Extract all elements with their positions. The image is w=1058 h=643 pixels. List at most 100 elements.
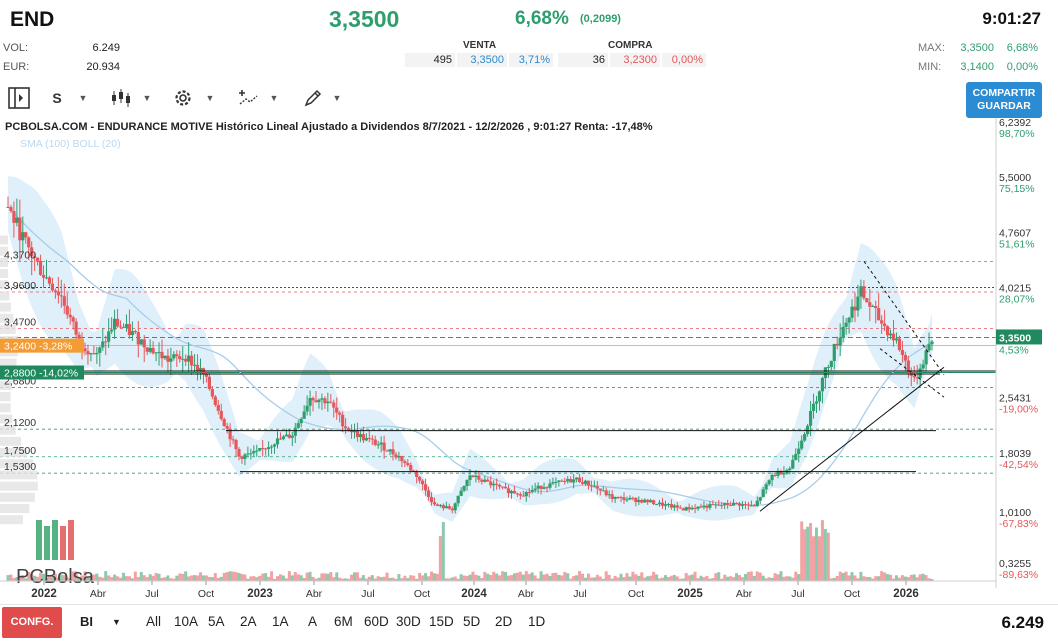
range-button-5a[interactable]: 5A [208,614,225,629]
candle-body [426,490,431,497]
candle-body [308,397,312,406]
right-price-label: 5,5000 [999,172,1031,184]
candle-body [379,442,383,445]
volume-bar [714,573,718,581]
volume-bar [163,577,167,581]
candle-body [275,438,280,445]
share-save-button[interactable]: COMPARTIR GUARDAR [966,82,1042,118]
range-button-15d[interactable]: 15D [429,614,454,629]
candle-body [672,505,676,508]
range-button-2a[interactable]: 2A [240,614,257,629]
volume-bar [56,577,60,581]
volume-bar [154,572,158,581]
candle-body [888,333,893,336]
x-tick-label: Abr [518,588,535,600]
candle-body [335,407,339,413]
range-button-a[interactable]: A [308,614,318,629]
indicator-legend[interactable]: SMA (100) BOLL (20) [20,138,121,150]
candle-body [731,502,736,506]
volume-bar [666,576,670,581]
volume-bar [385,572,389,581]
quote-header: END 3,3500 6,68% (0,2099) 9:01:27 VOL: 6… [0,0,1058,82]
candle-body [817,391,822,402]
volume-bar [145,577,149,581]
min-value: 3,1400 [960,61,994,73]
candle-body [693,507,697,509]
volume-bar [669,575,673,581]
volume-bar [264,573,268,581]
bottom-bar: CONFG. BI ▼ All 10A 5A 2A 1A A 6M 60D 30D 15D 5D 2D… [0,604,1058,643]
period-dropdown-caret[interactable]: ▼ [76,84,90,112]
candle-body [877,308,881,321]
ticker-symbol: END [10,8,55,31]
config-button[interactable]: CONFG. [2,607,62,638]
mode-caret[interactable]: ▼ [112,617,121,627]
volume-bar [509,575,513,581]
candle-body [891,333,896,341]
candle-body [480,479,484,482]
volume-bar [518,571,522,581]
candle-body [21,232,25,241]
volume-bar [201,575,205,581]
bollinger-band-area [8,176,932,522]
candle-body [59,295,63,297]
candle-body [657,502,662,505]
volume-bar [335,572,339,581]
candle-body [311,397,315,401]
volume-bar [705,575,709,581]
volume-bar [512,573,516,581]
candle-body [6,206,10,208]
panel-toggle-button[interactable] [5,84,33,112]
candle-body [871,306,875,308]
range-button-1a[interactable]: 1A [272,614,289,629]
drawing-tools-caret[interactable]: ▼ [267,84,281,112]
range-button-2d[interactable]: 2D [495,614,513,629]
min-pct: 0,00% [1006,61,1038,73]
volume-bar [388,577,392,581]
period-selector[interactable]: S [52,90,62,106]
volume-bar [261,573,265,581]
candle-body [660,502,665,506]
range-button-all[interactable]: All [146,614,162,629]
range-button-10a[interactable]: 10A [174,614,199,629]
volume-bar [246,578,250,581]
candle-body [770,475,774,481]
chart-type-caret[interactable]: ▼ [140,84,154,112]
volume-bar [193,575,197,581]
mode-selector[interactable]: BI [80,614,93,629]
candle-body [572,479,576,483]
candle-body [429,496,434,503]
range-button-60d[interactable]: 60D [364,614,389,629]
candle-body [894,338,899,341]
range-button-1d[interactable]: 1D [528,614,546,629]
candle-body [438,505,442,507]
range-button-6m[interactable]: 6M [334,614,353,629]
volume-bar [871,578,875,581]
candle-body [456,495,460,504]
candle-body [637,499,641,503]
volume-bar [273,578,277,581]
candle-body [788,468,792,470]
settings-caret[interactable]: ▼ [203,84,217,112]
volume-profile-bar [0,358,17,368]
chart-type-button[interactable] [108,84,134,112]
candle-body [290,435,294,438]
volume-bar [643,577,647,581]
candle-body [705,505,709,508]
pencil-caret[interactable]: ▼ [330,84,344,112]
settings-button[interactable] [170,84,196,112]
candle-body [483,479,487,482]
trend-line-6 [879,348,945,398]
range-button-30d[interactable]: 30D [396,614,421,629]
range-button-5d[interactable]: 5D [463,614,481,629]
volume-bar [729,576,733,581]
volume-bar [918,574,922,581]
pencil-button[interactable] [300,84,326,112]
volume-bar [379,577,383,581]
drawing-tools-button[interactable] [235,84,261,112]
volume-bar [169,578,173,581]
volume-bar [27,571,31,581]
candle-body [841,326,845,338]
left-level-label: 2,1200 [4,417,36,429]
